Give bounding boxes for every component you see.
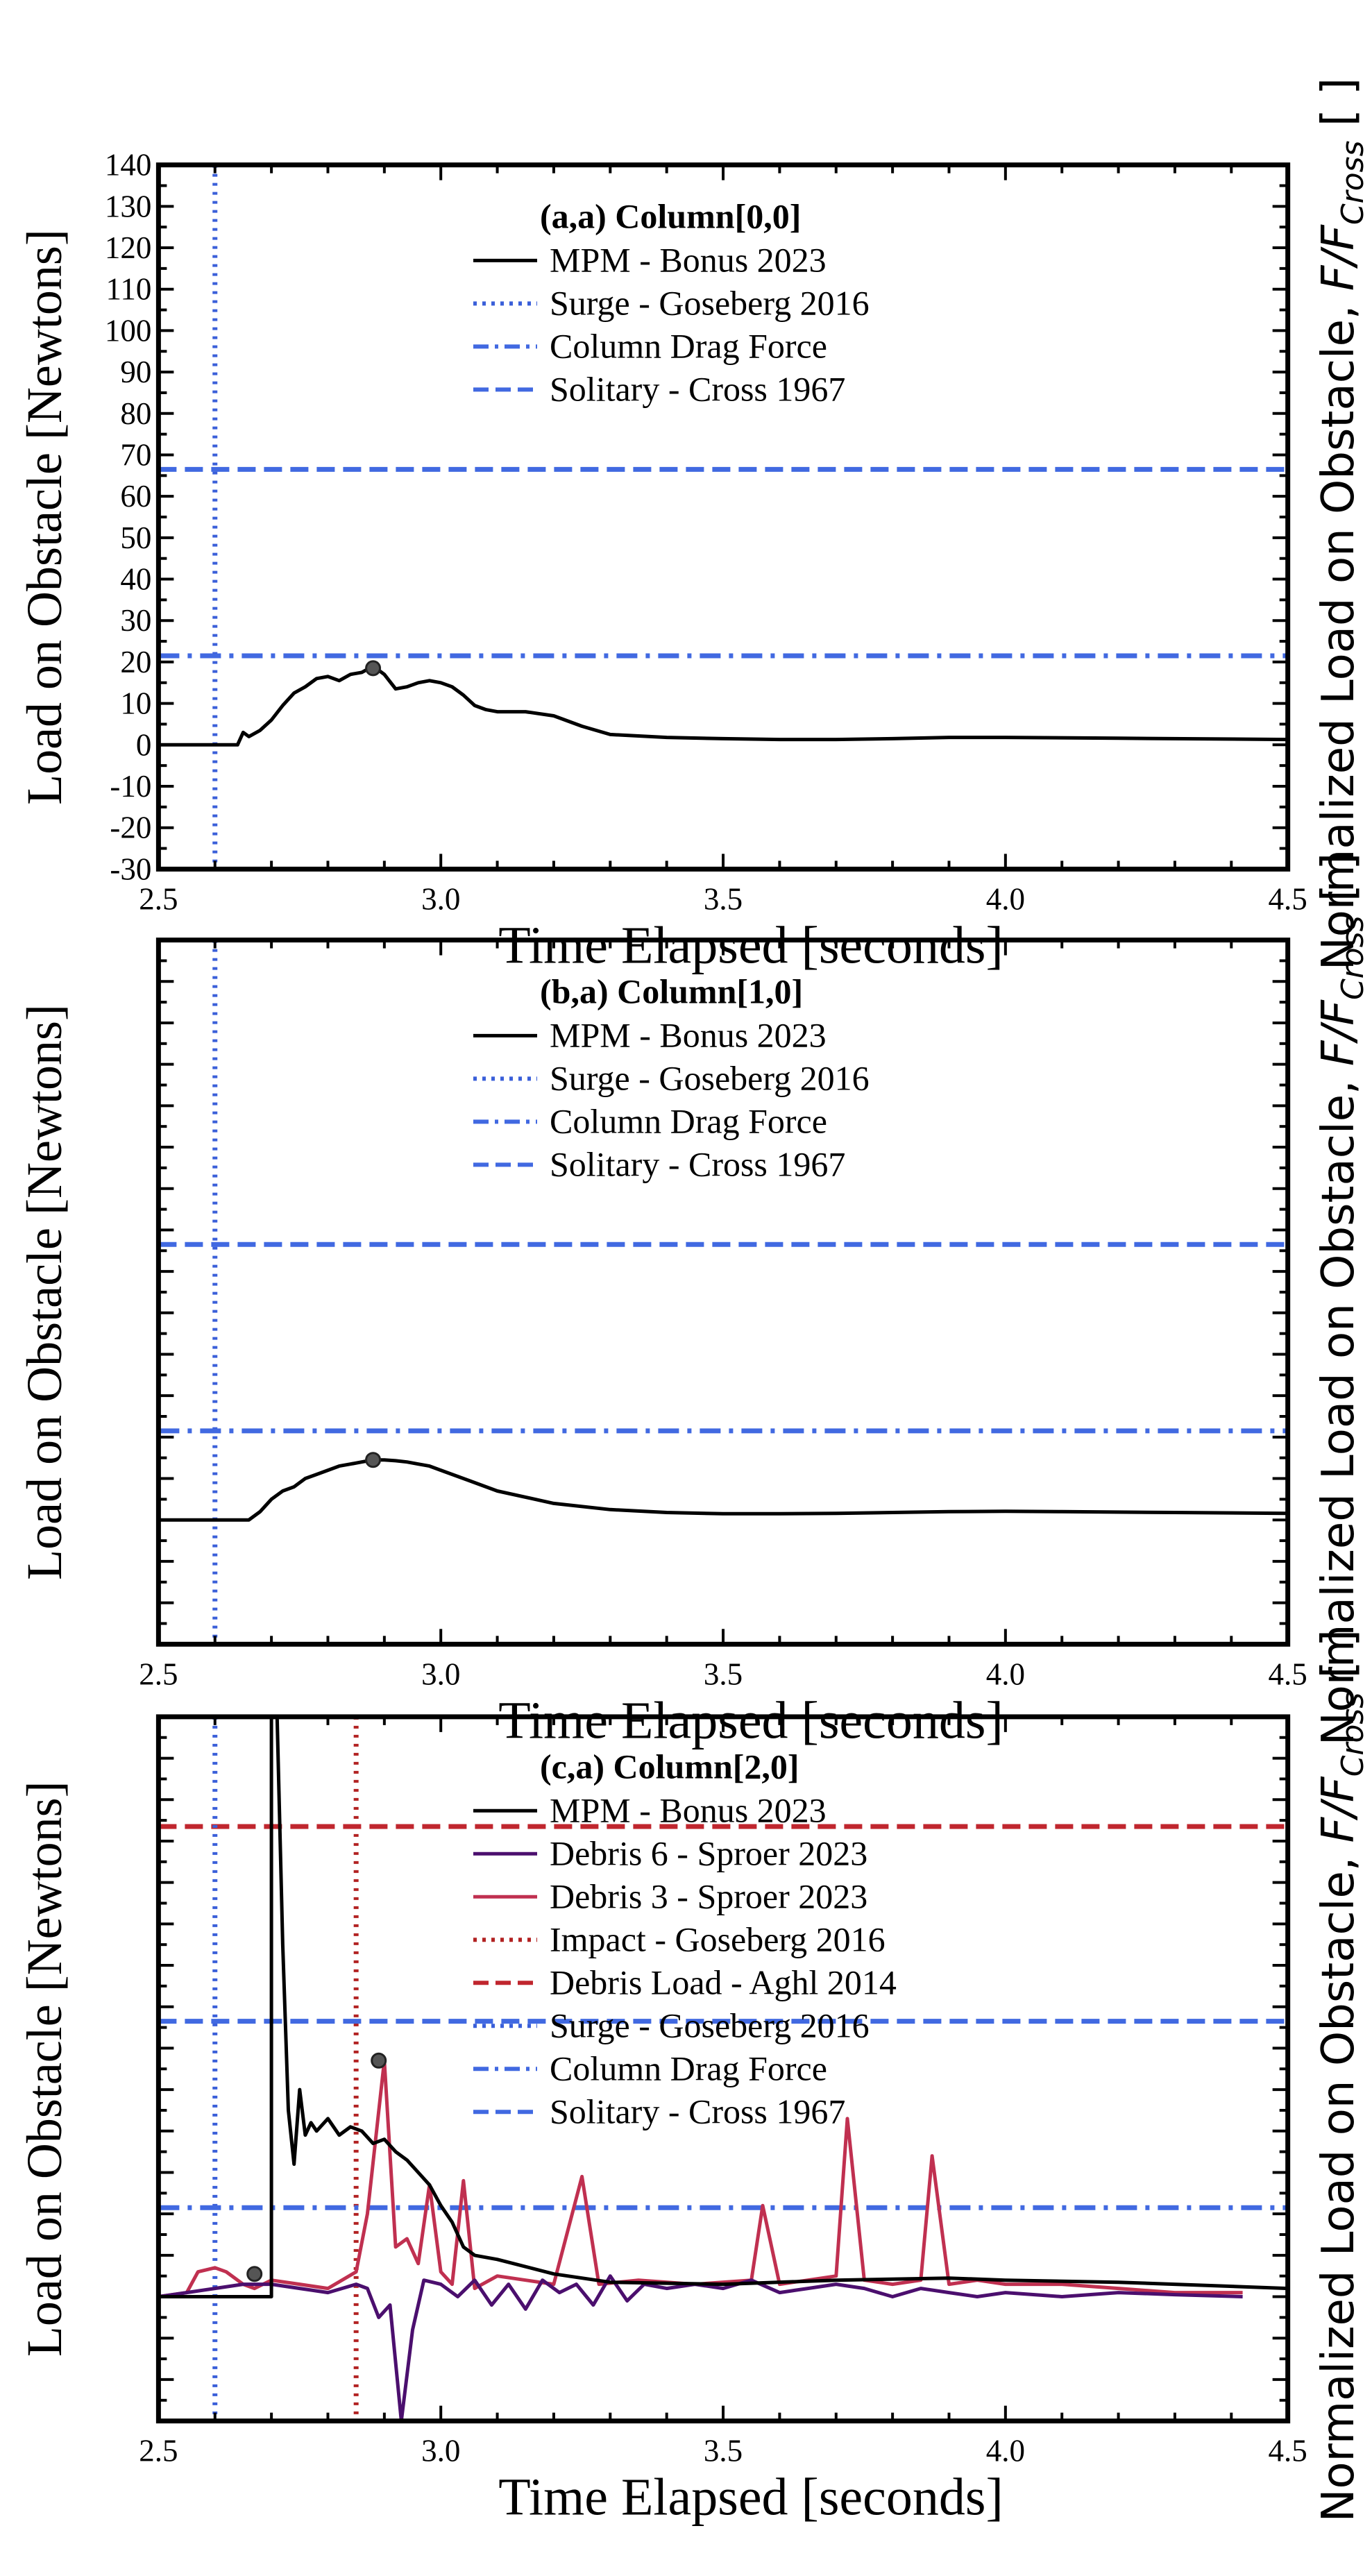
y-tick-label: 130 (105, 189, 152, 223)
x-tick-label: 4.0 (986, 881, 1025, 916)
y-tick-label: 50 (120, 520, 151, 555)
y-tick-label: -30 (110, 851, 151, 886)
y-tick-label: -20 (110, 811, 151, 845)
y-tick-label: 110 (106, 272, 152, 307)
y2-axis-label: Normalized Load on Obstacle, F/FCross [ … (1313, 78, 1371, 970)
legend-entry: Column Drag Force (550, 2049, 827, 2087)
plot-area (158, 940, 1288, 1645)
legend-entry: Debris 6 - Sproer 2023 (550, 1833, 867, 1872)
x-tick-label: 3.0 (421, 1656, 460, 1691)
legend-entry: Debris Load - Aghl 2014 (550, 1963, 897, 2001)
chart-panel-2: 2.5 3.0 3.5 4.0 4.5 Time Elapsed [seconds] Loa… (17, 853, 1371, 1750)
x-tick-label: 2.5 (139, 1656, 178, 1691)
series-line-0 (158, 1458, 1288, 1522)
y-axis-label: Load on Obstacle [Newtons] (17, 229, 72, 805)
y-tick-label: 40 (120, 562, 151, 597)
x-tick-label: 3.0 (421, 881, 460, 916)
series-line-1 (158, 2274, 1243, 2421)
x-tick-label: 2.5 (139, 2434, 178, 2468)
y-tick-label: 0 (136, 727, 152, 762)
y-tick-label: 60 (120, 479, 151, 514)
series-line-2 (158, 2058, 1243, 2298)
x-tick-label: 3.5 (704, 881, 743, 916)
chart-panel-1: 1401301201101009080706050403020100-10-20… (17, 78, 1371, 975)
series-line-0 (158, 1716, 1288, 2298)
peak-marker-0 (365, 1452, 382, 1468)
y-tick-label: 100 (105, 313, 152, 348)
legend-entry: Column Drag Force (550, 326, 827, 365)
x-tick-label: 4.5 (1269, 1656, 1307, 1691)
x-tick-label: 2.5 (139, 881, 178, 916)
y-tick-label: 30 (120, 603, 151, 638)
legend-entry: MPM - Bonus 2023 (550, 1790, 827, 1829)
x-tick-label: 3.0 (421, 2434, 460, 2468)
y-tick-label: 10 (120, 686, 151, 721)
x-tick-label: 4.0 (986, 1656, 1025, 1691)
legend-entry: MPM - Bonus 2023 (550, 1015, 827, 1054)
y-tick-label: 140 (105, 148, 152, 183)
legend-entry: Surge - Goseberg 2016 (550, 2006, 870, 2044)
legend-entry: Impact - Goseberg 2016 (550, 1920, 886, 1958)
y-axis-label: Load on Obstacle [Newtons] (17, 1781, 72, 2357)
y-tick-label: 120 (105, 230, 152, 265)
y2-axis-label: Normalized Load on Obstacle, F/FCross [ … (1313, 1629, 1371, 2522)
x-axis-label: Time Elapsed [seconds] (498, 916, 1003, 974)
chart-panel-3: 2.5 3.0 3.5 4.0 4.5 Time Elapsed [seconds] Loa… (17, 1629, 1371, 2527)
x-tick-label: 4.5 (1269, 2434, 1307, 2468)
x-tick-label: 3.5 (704, 1656, 743, 1691)
y-tick-label: 90 (120, 355, 151, 389)
y2-axis-label: Normalized Load on Obstacle, F/FCross [ … (1313, 853, 1371, 1745)
peak-marker-1 (371, 2052, 387, 2069)
legend-entry: Surge - Goseberg 2016 (550, 1058, 870, 1097)
peak-marker-0 (365, 660, 382, 677)
legend-title: (b,a) Column[1,0] (540, 972, 803, 1010)
legend-entry: Solitary - Cross 1967 (550, 1144, 845, 1183)
x-tick-label: 4.5 (1269, 881, 1307, 916)
legend-entry: MPM - Bonus 2023 (550, 240, 827, 279)
legend-entry: Solitary - Cross 1967 (550, 369, 845, 408)
series-line-0 (158, 664, 1288, 747)
y-tick-label: -10 (110, 769, 151, 804)
y-tick-label: 70 (120, 437, 151, 472)
x-axis-label: Time Elapsed [seconds] (498, 2468, 1003, 2527)
legend-title: (c,a) Column[2,0] (540, 1747, 799, 1786)
y-tick-label: 80 (120, 396, 151, 431)
plot-area (158, 164, 1288, 870)
y-tick-label: 20 (120, 645, 151, 679)
legend-title: (a,a) Column[0,0] (540, 196, 801, 235)
legend-entry: Surge - Goseberg 2016 (550, 283, 870, 322)
legend-entry: Solitary - Cross 1967 (550, 2092, 845, 2130)
x-tick-label: 4.0 (986, 2434, 1025, 2468)
legend-entry: Column Drag Force (550, 1101, 827, 1140)
plot-area (158, 1716, 1288, 2421)
x-axis-label: Time Elapsed [seconds] (498, 1691, 1003, 1749)
y-axis-label: Load on Obstacle [Newtons] (17, 1004, 72, 1580)
peak-marker-0 (246, 2266, 263, 2282)
legend-entry: Debris 3 - Sproer 2023 (550, 1876, 867, 1915)
x-tick-label: 3.5 (704, 2434, 743, 2468)
